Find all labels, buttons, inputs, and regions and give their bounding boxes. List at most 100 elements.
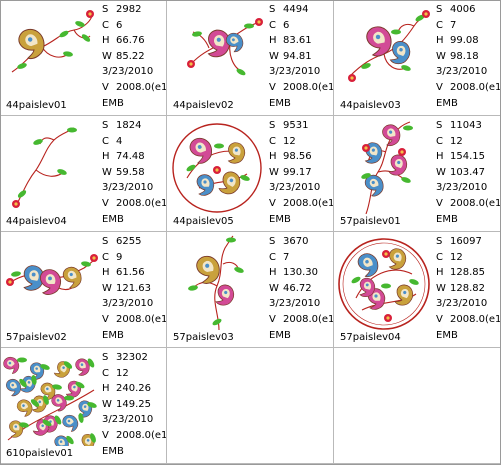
embroidery-thumbnail-icon (172, 123, 262, 213)
design-tile[interactable]: 57paislev04 S 16097 C 12 H 128.85 W 128.82 3… (334, 232, 501, 348)
version-value: V 2008.0(e1 (436, 81, 500, 93)
height-value: H 74.48 (102, 151, 145, 163)
width-value: W 99.17 (269, 166, 312, 178)
empty-tile (334, 348, 501, 464)
stitch-count: S 4494 (269, 4, 309, 15)
format-value: EMB (436, 97, 458, 109)
version-value: V 2008.0(e1 (102, 197, 166, 209)
stitch-count: S 9531 (269, 120, 309, 131)
date-value: 3/23/2010 (269, 182, 321, 194)
stitch-count: S 1824 (102, 120, 142, 131)
embroidery-thumbnail-icon (187, 18, 263, 76)
height-value: H 61.56 (102, 267, 145, 279)
design-name: 57paislev04 (340, 332, 401, 343)
stitch-count: S 6255 (102, 236, 142, 247)
height-value: H 154.15 (436, 151, 485, 163)
design-name: 57paislev02 (6, 332, 67, 343)
width-value: W 98.18 (436, 50, 479, 62)
design-info: S 32302 C 12 H 240.26 W 149.25 3/23/2010 V 20… (102, 350, 166, 459)
date-value: 3/23/2010 (436, 66, 488, 78)
date-value: 3/23/2010 (102, 414, 154, 426)
format-value: EMB (269, 329, 291, 341)
empty-tile (167, 348, 334, 464)
width-value: W 59.58 (102, 166, 145, 178)
date-value: 3/23/2010 (436, 298, 488, 310)
format-value: EMB (269, 213, 291, 225)
embroidery-thumbnail-icon (188, 235, 244, 330)
embroidery-thumbnail-icon (11, 10, 94, 73)
date-value: 3/23/2010 (102, 298, 154, 310)
date-value: 3/23/2010 (269, 298, 321, 310)
height-value: H 98.56 (269, 151, 312, 163)
design-name: 44paislev02 (173, 100, 234, 111)
width-value: W 85.22 (102, 50, 145, 62)
version-value: V 2008.0(e1 (436, 313, 500, 325)
format-value: EMB (269, 97, 291, 109)
format-value: EMB (102, 329, 124, 341)
design-name: 44paislev05 (173, 216, 234, 227)
design-info: S 16097 C 12 H 128.85 W 128.82 3/23/2010 V 20… (436, 234, 500, 343)
version-value: V 2008.0(e1 (102, 313, 166, 325)
design-name: 44paislev03 (340, 100, 401, 111)
design-tile[interactable]: 44paislev05 S 9531 C 12 H 98.56 W 99.17 3/23… (167, 116, 334, 232)
format-value: EMB (436, 213, 458, 225)
height-value: H 66.76 (102, 35, 145, 47)
width-value: W 121.63 (102, 282, 151, 294)
height-value: H 130.30 (269, 267, 318, 279)
embroidery-thumbnail-icon (3, 356, 97, 446)
embroidery-thumbnail-icon (348, 10, 430, 82)
height-value: H 128.85 (436, 267, 485, 279)
version-value: V 2008.0(e1 (436, 197, 500, 209)
format-value: EMB (436, 329, 458, 341)
stitch-count: S 32302 (102, 352, 148, 363)
embroidery-thumbnail-icon (338, 238, 430, 330)
embroidery-thumbnail-icon (361, 121, 413, 214)
date-value: 3/23/2010 (269, 66, 321, 78)
width-value: W 103.47 (436, 166, 485, 178)
color-count: C 12 (102, 367, 129, 379)
color-count: C 12 (436, 135, 463, 147)
date-value: 3/23/2010 (102, 182, 154, 194)
stitch-count: S 3670 (269, 236, 309, 247)
width-value: W 94.81 (269, 50, 312, 62)
stitch-count: S 4006 (436, 4, 476, 15)
date-value: 3/23/2010 (102, 66, 154, 78)
design-name: 57paislev01 (340, 216, 401, 227)
version-value: V 2008.0(e1 (269, 313, 333, 325)
width-value: W 46.72 (269, 282, 312, 294)
color-count: C 12 (269, 135, 296, 147)
height-value: H 99.08 (436, 35, 479, 47)
stitch-count: S 16097 (436, 236, 482, 247)
height-value: H 240.26 (102, 383, 151, 395)
design-tile[interactable]: 57paislev01 S 11043 C 12 H 154.15 W 103.47 3… (334, 116, 501, 232)
design-name: 44paislev01 (6, 100, 67, 111)
version-value: V 2008.0(e1 (269, 81, 333, 93)
embroidery-thumbnail-icon (6, 254, 98, 295)
height-value: H 83.61 (269, 35, 312, 47)
width-value: W 149.25 (102, 398, 151, 410)
date-value: 3/23/2010 (436, 182, 488, 194)
embroidery-thumbnail-icon (12, 127, 77, 208)
stitch-count: S 11043 (436, 120, 482, 131)
design-name: 610paislev01 (6, 448, 74, 459)
design-tile[interactable]: 610paislev01 S 32302 C 12 H 240.26 W 149.25 … (0, 348, 167, 464)
version-value: V 2008.0(e1 (102, 81, 166, 93)
design-name: 57paislev03 (173, 332, 234, 343)
